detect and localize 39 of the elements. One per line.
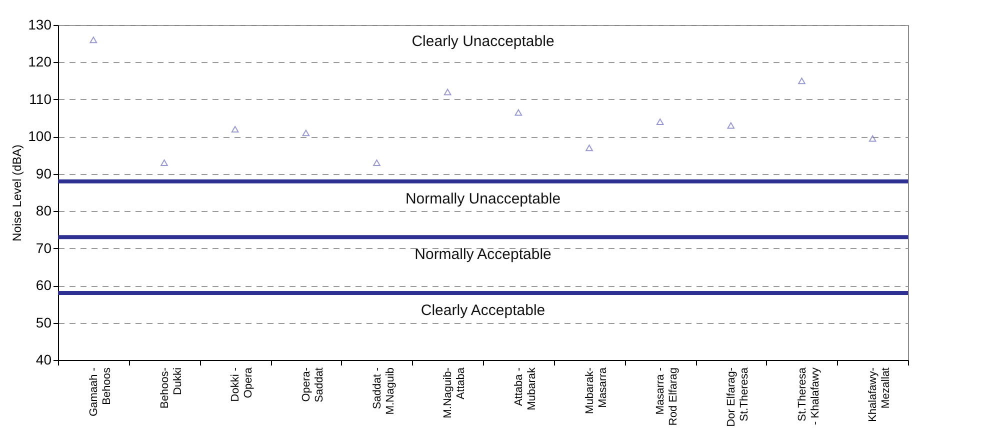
- point: [656, 118, 664, 126]
- point: [444, 88, 452, 96]
- point: [514, 109, 522, 116]
- y-tick-label: 40: [36, 352, 52, 368]
- y-tick-label: 110: [29, 90, 52, 107]
- x-tick-label: Behoos- Dukki: [158, 367, 184, 408]
- point: [586, 144, 593, 152]
- x-tick-label: Khalafawy- Mezallat: [867, 367, 892, 422]
- point: [90, 36, 98, 44]
- annotation: Clearly Acceptable: [420, 302, 546, 319]
- x-tick-label: Opera- Saddat: [300, 367, 326, 402]
- y-tick-label: 80: [36, 202, 52, 219]
- x-tick-label: Dokki - Opera: [230, 366, 255, 402]
- point: [798, 78, 806, 84]
- x-tick-label: St.Theresa - Khalafawy: [796, 366, 822, 425]
- y-tick-label: 130: [28, 16, 52, 32]
- x-tick-label: Gamaah - Behoos: [88, 367, 113, 416]
- x-tick-label: M.Naguib- Attaba: [442, 366, 468, 418]
- point: [160, 159, 168, 166]
- annotation: Clearly Unacceptable: [412, 33, 554, 50]
- y-tick-label: 50: [36, 314, 52, 330]
- x-tick-label: Saddat - M.Naguib: [371, 367, 396, 415]
- y-axis-title: Noise Level (dBA): [10, 144, 24, 242]
- y-tick-label: 60: [36, 277, 52, 294]
- y-tick-label: 90: [36, 165, 52, 182]
- y-tick-label: 120: [28, 54, 52, 70]
- y-tick-label: 70: [36, 240, 52, 256]
- point: [373, 159, 380, 166]
- point: [231, 126, 239, 132]
- point: [302, 130, 310, 136]
- x-tick-label: Attaba - Mubarak: [512, 367, 538, 410]
- x-tick-label: Dor Elfarag- St.Theresa: [725, 366, 750, 427]
- x-tick-label: Mubarak- Masarra: [584, 366, 609, 414]
- annotation: Normally Unacceptable: [405, 190, 561, 208]
- point: [868, 135, 876, 142]
- annotation: Normally Acceptable: [414, 246, 552, 264]
- x-tick-label: Masarra - Rod Elfarag: [654, 367, 680, 426]
- y-tick-label: 100: [28, 128, 52, 144]
- point: [727, 122, 735, 129]
